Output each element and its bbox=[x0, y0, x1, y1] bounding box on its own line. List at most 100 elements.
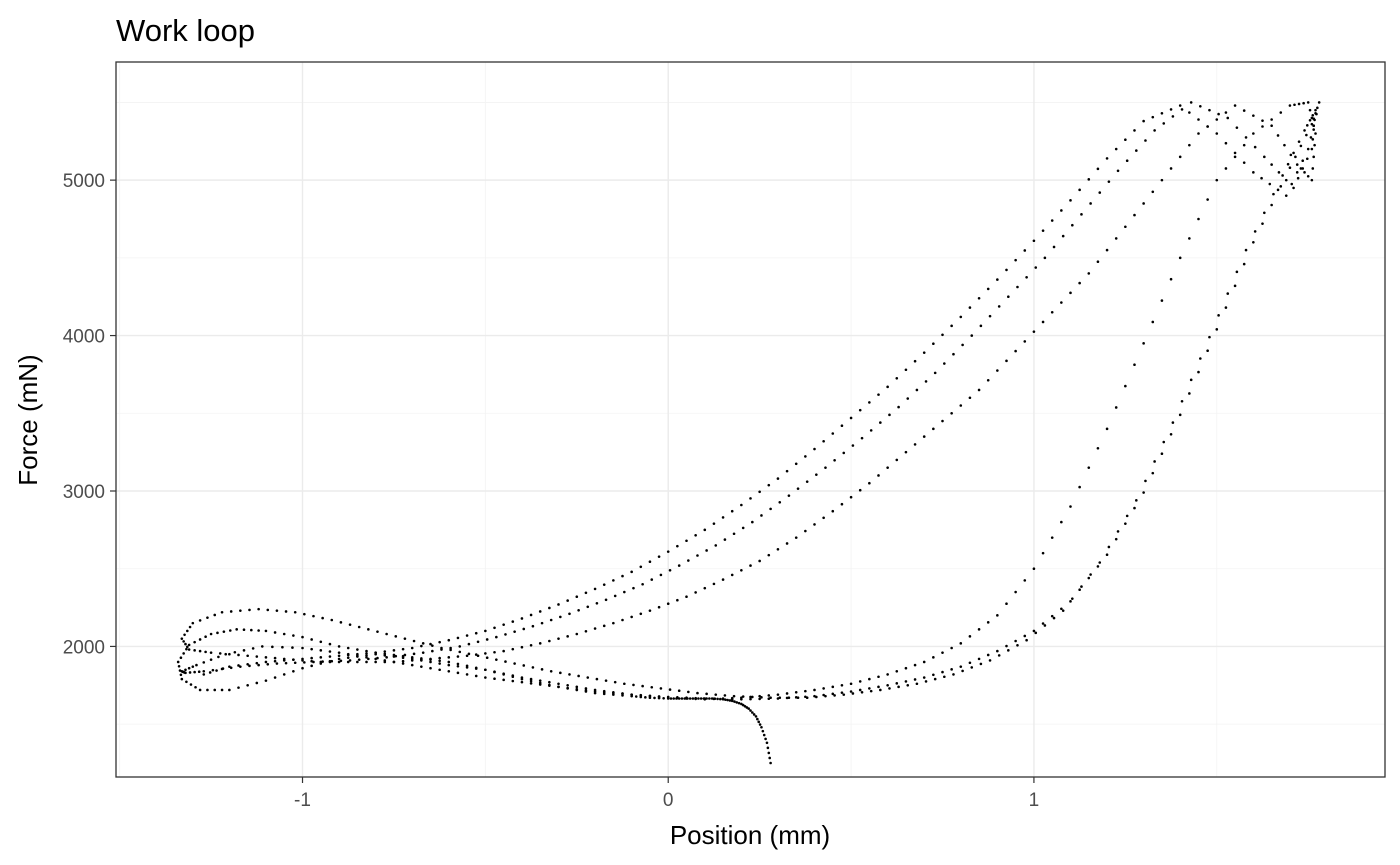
data-point bbox=[644, 696, 647, 699]
data-point bbox=[897, 405, 900, 409]
data-point bbox=[712, 522, 716, 525]
data-point bbox=[687, 559, 690, 562]
data-point bbox=[383, 650, 387, 653]
data-point bbox=[193, 649, 196, 652]
data-point bbox=[348, 659, 352, 662]
data-point bbox=[438, 656, 441, 660]
data-point bbox=[365, 656, 368, 659]
data-point bbox=[761, 729, 765, 733]
data-point bbox=[1034, 631, 1038, 635]
data-point bbox=[1060, 209, 1063, 212]
data-point bbox=[1224, 111, 1228, 114]
data-point bbox=[716, 697, 719, 701]
data-point bbox=[465, 654, 469, 658]
data-point bbox=[281, 645, 284, 649]
data-point bbox=[961, 343, 964, 347]
data-point bbox=[703, 697, 707, 700]
data-point bbox=[1188, 143, 1191, 147]
data-point bbox=[879, 688, 882, 692]
y-tick-label: 5000 bbox=[63, 171, 105, 192]
data-point bbox=[224, 652, 228, 656]
data-point bbox=[215, 669, 218, 672]
data-point bbox=[1308, 118, 1312, 122]
data-point bbox=[913, 443, 917, 446]
data-point bbox=[868, 481, 871, 485]
data-point bbox=[266, 608, 270, 612]
data-point bbox=[831, 509, 835, 513]
data-point bbox=[849, 682, 853, 686]
data-point bbox=[557, 682, 560, 686]
data-point bbox=[719, 697, 722, 701]
data-point bbox=[273, 656, 277, 660]
data-point bbox=[1316, 106, 1319, 110]
data-point bbox=[765, 741, 769, 745]
data-point bbox=[767, 697, 771, 700]
data-point bbox=[1314, 108, 1317, 112]
data-point bbox=[767, 483, 771, 487]
data-point bbox=[1144, 139, 1147, 142]
data-point bbox=[1069, 600, 1072, 603]
data-point bbox=[877, 393, 880, 396]
data-point bbox=[383, 659, 387, 662]
data-point bbox=[1114, 237, 1118, 240]
data-point bbox=[1283, 143, 1286, 147]
data-point bbox=[1312, 117, 1315, 121]
y-tick-label: 2000 bbox=[63, 637, 105, 658]
data-point bbox=[191, 621, 195, 625]
data-point bbox=[776, 547, 780, 551]
data-point bbox=[586, 605, 590, 609]
data-point bbox=[1153, 460, 1156, 463]
data-point bbox=[493, 626, 496, 630]
data-point bbox=[1284, 178, 1288, 182]
data-point bbox=[749, 709, 752, 712]
data-point bbox=[1306, 147, 1310, 151]
data-point bbox=[757, 720, 761, 724]
data-point bbox=[868, 677, 871, 681]
data-point bbox=[602, 690, 606, 694]
data-point bbox=[1281, 174, 1284, 177]
data-point bbox=[266, 663, 270, 666]
data-point bbox=[237, 664, 240, 667]
data-point bbox=[639, 693, 643, 697]
data-point bbox=[179, 673, 183, 677]
data-point bbox=[421, 642, 425, 645]
data-point bbox=[961, 669, 964, 673]
data-point bbox=[273, 676, 277, 679]
data-point bbox=[613, 594, 617, 598]
data-point bbox=[1224, 306, 1228, 309]
data-point bbox=[1224, 167, 1228, 170]
data-point bbox=[538, 683, 542, 686]
data-point bbox=[943, 675, 946, 679]
data-point bbox=[666, 602, 670, 605]
data-point bbox=[630, 615, 633, 619]
data-point bbox=[1252, 114, 1255, 117]
data-point bbox=[185, 680, 188, 684]
data-point bbox=[641, 582, 644, 586]
data-point bbox=[1301, 167, 1305, 170]
data-point bbox=[1124, 138, 1127, 142]
data-point bbox=[941, 419, 944, 423]
data-point bbox=[401, 662, 405, 665]
data-point bbox=[822, 687, 825, 690]
data-point bbox=[312, 614, 315, 618]
data-point bbox=[264, 656, 268, 659]
data-point bbox=[319, 649, 323, 652]
data-point bbox=[367, 657, 370, 661]
data-point bbox=[312, 660, 315, 664]
data-point bbox=[685, 595, 688, 598]
data-point bbox=[1288, 166, 1292, 169]
data-point bbox=[1005, 644, 1008, 648]
data-point bbox=[447, 663, 451, 667]
data-point bbox=[833, 459, 836, 462]
data-point bbox=[184, 642, 187, 646]
data-point bbox=[209, 658, 213, 661]
data-point bbox=[804, 529, 807, 533]
data-point bbox=[666, 695, 670, 699]
data-point bbox=[1105, 553, 1109, 557]
data-point bbox=[310, 656, 313, 660]
data-point bbox=[932, 656, 935, 659]
data-point bbox=[1188, 237, 1191, 240]
data-point bbox=[187, 666, 191, 670]
data-point bbox=[785, 692, 789, 695]
data-point bbox=[886, 385, 889, 389]
